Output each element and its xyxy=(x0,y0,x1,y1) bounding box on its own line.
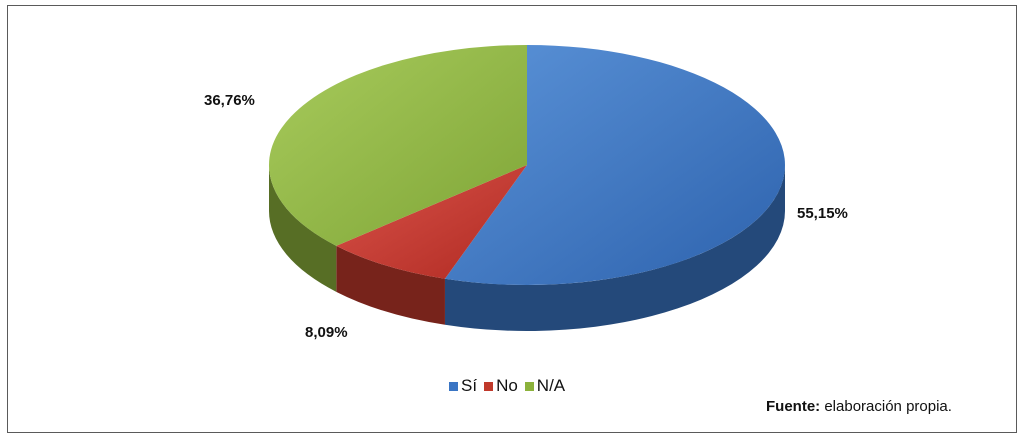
legend-label-na: N/A xyxy=(536,376,566,395)
legend-swatch-na xyxy=(524,381,534,391)
legend-item-na: N/A xyxy=(524,376,566,396)
pie-tops xyxy=(268,45,785,285)
pie-sides xyxy=(269,165,785,331)
pie-side-si xyxy=(444,165,785,331)
data-label-na: 36,76% xyxy=(204,92,255,109)
source-label: Fuente: xyxy=(766,398,821,415)
legend-swatch-no xyxy=(484,381,494,391)
pie-side-na xyxy=(269,165,337,292)
data-label-no: 8,09% xyxy=(305,324,348,341)
source-note: Fuente: elaboración propia. xyxy=(766,398,952,415)
legend-item-no: No xyxy=(484,376,518,396)
legend: Sí No N/A xyxy=(449,376,572,396)
legend-label-si: Sí xyxy=(461,376,478,395)
source-text: elaboración propia. xyxy=(820,398,952,415)
legend-item-si: Sí xyxy=(449,376,477,396)
pie-slice-si xyxy=(444,45,785,285)
legend-label-no: No xyxy=(496,376,518,395)
data-label-si: 55,15% xyxy=(797,205,848,222)
pie-slice-no xyxy=(336,165,527,279)
pie-slice-na xyxy=(268,45,527,246)
pie-side-no xyxy=(336,245,445,325)
legend-swatch-si xyxy=(449,381,458,391)
